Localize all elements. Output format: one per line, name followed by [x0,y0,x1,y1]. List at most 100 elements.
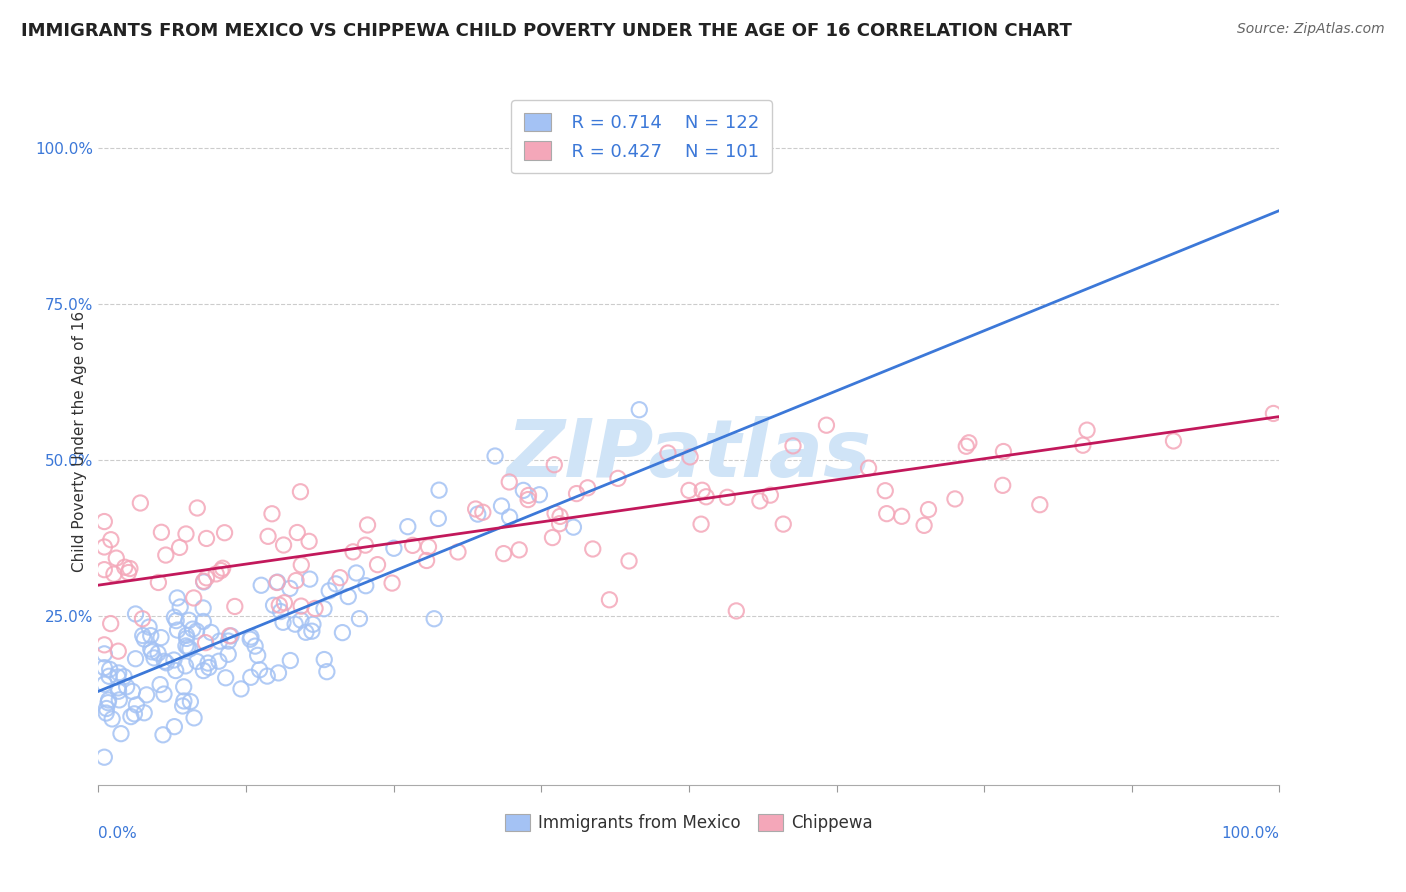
Point [607,471,630,485]
Point [107,684,129,698]
Point [290,558,312,572]
Point [991,478,1014,492]
Point [208,634,231,648]
Point [148,575,170,590]
Point [679,450,702,464]
Point [543,458,565,472]
Point [690,517,713,532]
Point [290,613,312,627]
Point [349,612,371,626]
Point [716,490,738,504]
Point [304,601,326,615]
Point [150,525,173,540]
Point [143,651,166,665]
Point [356,518,378,533]
Point [484,449,506,463]
Point [183,591,205,605]
Point [541,531,564,545]
Point [266,575,288,590]
Point [129,496,152,510]
Point [266,575,288,590]
Point [214,525,236,540]
Point [917,502,939,516]
Point [782,439,804,453]
Point [219,629,242,643]
Point [278,582,301,596]
Point [186,655,208,669]
Point [193,615,215,629]
Text: 100.0%: 100.0% [1222,826,1279,841]
Point [517,488,540,502]
Point [97,696,120,710]
Point [198,660,221,674]
Point [205,566,228,581]
Point [96,706,118,720]
Point [112,670,135,684]
Point [107,670,129,684]
Point [100,533,122,547]
Point [165,614,187,628]
Point [427,483,450,498]
Point [298,534,321,549]
Point [97,693,120,707]
Legend: Immigrants from Mexico, Chippewa: Immigrants from Mexico, Chippewa [499,807,879,838]
Text: ZIPatlas: ZIPatlas [506,417,872,494]
Point [118,561,141,575]
Point [491,499,513,513]
Point [153,654,176,668]
Point [243,639,266,653]
Point [191,601,214,615]
Point [179,695,201,709]
Point [342,545,364,559]
Point [1029,498,1052,512]
Point [166,591,188,605]
Point [628,402,651,417]
Point [135,688,157,702]
Point [298,572,321,586]
Point [890,509,912,524]
Point [295,625,318,640]
Point [108,693,131,707]
Point [165,664,187,678]
Point [332,625,354,640]
Point [382,541,405,556]
Point [155,548,177,562]
Point [194,635,217,649]
Point [98,669,121,683]
Point [195,532,218,546]
Point [565,486,588,500]
Point [284,617,307,632]
Point [197,656,219,670]
Point [103,567,125,582]
Point [183,711,205,725]
Point [471,505,494,519]
Point [139,642,162,657]
Point [269,598,291,612]
Point [124,607,146,621]
Point [173,694,195,708]
Point [229,681,252,696]
Point [598,592,620,607]
Point [273,596,295,610]
Point [529,488,551,502]
Point [124,651,146,665]
Point [93,750,115,764]
Point [943,491,966,506]
Point [217,648,239,662]
Point [315,665,337,679]
Point [211,561,233,575]
Point [177,613,200,627]
Point [367,558,389,572]
Point [177,640,200,655]
Point [325,577,347,591]
Point [1076,423,1098,437]
Text: IMMIGRANTS FROM MEXICO VS CHIPPEWA CHILD POVERTY UNDER THE AGE OF 16 CORRELATION: IMMIGRANTS FROM MEXICO VS CHIPPEWA CHILD… [21,22,1071,40]
Point [260,507,283,521]
Point [166,623,188,637]
Point [131,612,153,626]
Point [218,634,240,648]
Point [772,517,794,532]
Point [93,677,115,691]
Point [993,444,1015,458]
Point [576,481,599,495]
